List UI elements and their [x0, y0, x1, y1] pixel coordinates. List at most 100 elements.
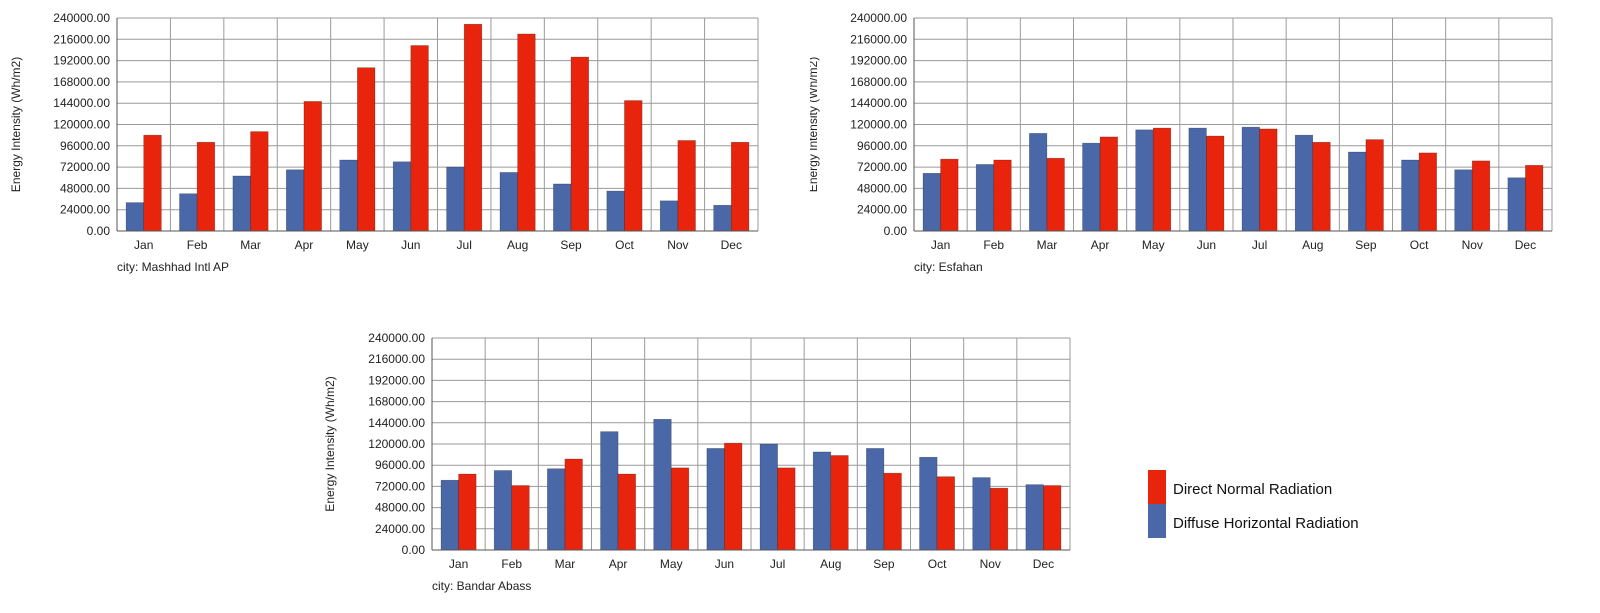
bar-diffuse-jun — [706, 448, 725, 551]
legend-label-diffuse: Diffuse Horizontal Radiation — [1173, 515, 1359, 532]
bar-diffuse-feb — [179, 193, 198, 232]
chart-mashhad: 0.00 24000.00 48000.00 72000.00 96000.00 1200… — [0, 0, 770, 290]
bar-diffuse-aug — [499, 172, 518, 232]
bar-diffuse-may — [653, 418, 672, 551]
x-tick-label: Jan — [134, 238, 153, 252]
x-tick-label: Apr — [1091, 238, 1110, 252]
bar-direct-mar — [1046, 157, 1065, 232]
bar-direct-jan — [143, 134, 162, 232]
x-tick-label: Dec — [1033, 557, 1054, 571]
y-tick-label: 192000.00 — [53, 54, 110, 68]
chart-caption-mashhad: city: Mashhad Intl AP — [117, 260, 229, 274]
x-tick-label: Nov — [667, 238, 688, 252]
x-tick-label: Aug — [1302, 238, 1323, 252]
bar-diffuse-jun — [1188, 127, 1207, 232]
bar-diffuse-apr — [1082, 142, 1101, 232]
y-tick-label: 240000.00 — [850, 11, 907, 25]
y-tick-label: 120000.00 — [850, 118, 907, 132]
y-tick-label: 24000.00 — [375, 522, 425, 536]
x-tick-label: Apr — [295, 238, 314, 252]
bar-diffuse-aug — [812, 451, 832, 551]
bar-diffuse-aug — [1294, 134, 1314, 232]
bar-direct-jan — [458, 473, 477, 551]
x-tick-label: Sep — [1355, 238, 1377, 252]
y-tick-label: 0.00 — [884, 224, 908, 238]
y-tick-label: 168000.00 — [53, 75, 110, 89]
x-tick-label: Jun — [401, 238, 420, 252]
bar-diffuse-dec — [713, 204, 732, 232]
x-tick-label: Aug — [820, 557, 841, 571]
x-tick-label: Feb — [187, 238, 208, 252]
y-tick-label: 240000.00 — [368, 331, 425, 345]
y-tick-label: 144000.00 — [53, 96, 110, 110]
bar-diffuse-nov — [972, 477, 991, 551]
x-tick-label: Jun — [715, 557, 734, 571]
x-tick-label: Jan — [931, 238, 950, 252]
x-tick-label: Dec — [1515, 238, 1536, 252]
bar-diffuse-oct — [1401, 159, 1420, 232]
y-tick-label: 120000.00 — [368, 437, 425, 451]
bar-direct-aug — [517, 33, 536, 232]
x-tick-label: Mar — [1037, 238, 1058, 252]
y-tick-label: 120000.00 — [53, 118, 110, 132]
x-tick-label: Jul — [770, 557, 785, 571]
bar-diffuse-apr — [286, 169, 305, 232]
bar-direct-aug — [1312, 141, 1331, 232]
x-tick-label: Jul — [1252, 238, 1267, 252]
bar-direct-may — [670, 467, 690, 551]
y-tick-label: 192000.00 — [368, 373, 425, 387]
chart-esfahan: 0.00 24000.00 48000.00 72000.00 96000.00 1200… — [810, 0, 1580, 290]
bar-diffuse-oct — [606, 190, 625, 232]
bar-diffuse-jan — [125, 202, 145, 232]
legend-label-direct: Direct Normal Radiation — [1173, 481, 1333, 498]
y-axis-label: Energy Intensity (Wh/m2) — [9, 57, 23, 192]
x-tick-label: Oct — [615, 238, 634, 252]
bar-direct-nov — [1471, 160, 1491, 232]
bar-direct-feb — [993, 159, 1012, 232]
bar-direct-sep — [883, 472, 902, 551]
bar-diffuse-feb — [493, 470, 513, 551]
bar-diffuse-mar — [547, 468, 566, 551]
bar-diffuse-nov — [659, 200, 679, 232]
x-tick-label: Mar — [555, 557, 576, 571]
x-tick-label: Feb — [983, 238, 1004, 252]
x-tick-label: Jun — [1197, 238, 1216, 252]
bar-direct-jan — [940, 158, 959, 232]
bar-diffuse-sep — [866, 448, 885, 551]
x-tick-label: Oct — [928, 557, 947, 571]
x-tick-label: May — [660, 557, 683, 571]
bar-diffuse-oct — [919, 456, 938, 551]
bar-direct-oct — [624, 100, 643, 232]
y-tick-label: 192000.00 — [850, 54, 907, 68]
x-tick-label: Apr — [609, 557, 628, 571]
x-tick-label: Nov — [1462, 238, 1483, 252]
bar-direct-apr — [617, 473, 636, 551]
x-tick-label: May — [1142, 238, 1165, 252]
chart-caption-esfahan: city: Esfahan — [914, 260, 983, 274]
x-tick-label: Jan — [449, 557, 468, 571]
y-tick-label: 48000.00 — [857, 181, 907, 195]
bar-diffuse-jul — [1241, 126, 1260, 232]
y-tick-label: 96000.00 — [857, 139, 907, 153]
bar-direct-jun — [410, 45, 429, 232]
chart-bandar-abass: 0.00 24000.00 48000.00 72000.00 96000.00 1200… — [323, 326, 1093, 613]
bar-diffuse-sep — [553, 183, 572, 232]
bar-direct-mar — [250, 131, 269, 232]
bar-direct-oct — [936, 476, 955, 551]
bar-diffuse-jun — [392, 161, 412, 232]
y-tick-label: 48000.00 — [60, 181, 110, 195]
y-tick-label: 216000.00 — [850, 32, 907, 46]
bar-direct-oct — [1418, 152, 1437, 232]
y-tick-label: 240000.00 — [53, 11, 110, 25]
y-tick-label: 72000.00 — [375, 479, 425, 493]
x-tick-label: Feb — [501, 557, 522, 571]
x-tick-label: Nov — [980, 557, 1001, 571]
x-tick-label: Sep — [873, 557, 895, 571]
bar-diffuse-feb — [975, 164, 995, 232]
y-axis-label: Energy Intensity (Wh/m2) — [323, 376, 337, 511]
x-tick-label: May — [346, 238, 369, 252]
y-tick-label: 24000.00 — [857, 203, 907, 217]
y-tick-label: 72000.00 — [60, 160, 110, 174]
x-tick-label: Oct — [1410, 238, 1429, 252]
x-tick-label: Dec — [721, 238, 742, 252]
